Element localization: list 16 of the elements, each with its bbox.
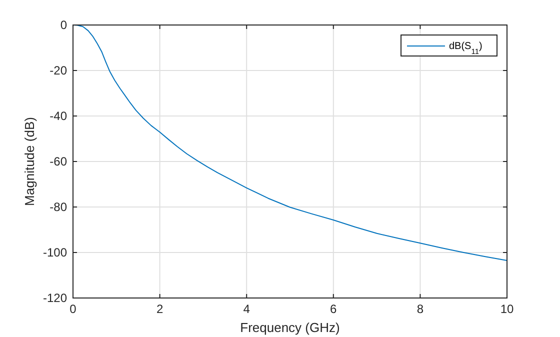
x-tick-label: 2 — [156, 302, 164, 316]
y-tick-label: -20 — [50, 64, 68, 78]
y-tick-label: -120 — [42, 291, 68, 305]
x-tick-label: 6 — [330, 302, 338, 316]
y-tick-label: -60 — [50, 154, 68, 168]
y-tick-label: -40 — [50, 109, 68, 123]
x-tick-label: 8 — [416, 302, 424, 316]
x-tick-label: 4 — [243, 302, 250, 316]
x-tick-label: 10 — [500, 302, 514, 316]
legend-label: dB(S$_{11}$) — [449, 41, 482, 56]
y-axis-title: Magnitude (dB) — [22, 117, 37, 206]
y-tick-label: -80 — [50, 200, 68, 214]
x-axis-title: Frequency (GHz) — [240, 320, 340, 335]
y-tick-label: -100 — [42, 246, 68, 260]
x-tick-label: 0 — [70, 302, 77, 316]
y-tick-label: 0 — [60, 18, 68, 32]
